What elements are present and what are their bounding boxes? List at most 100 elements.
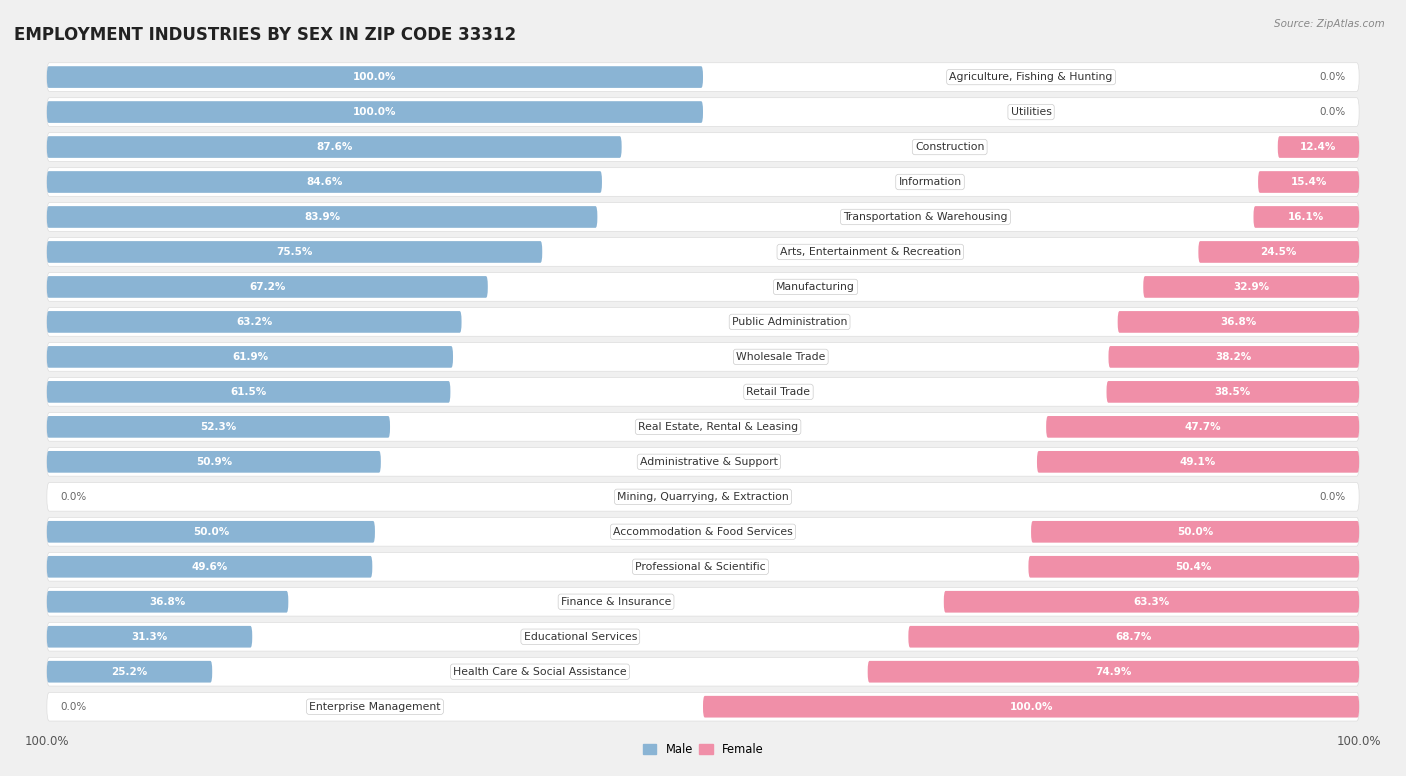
FancyBboxPatch shape (1198, 241, 1360, 263)
Text: 83.9%: 83.9% (304, 212, 340, 222)
FancyBboxPatch shape (1038, 451, 1360, 473)
FancyBboxPatch shape (1258, 171, 1360, 193)
FancyBboxPatch shape (46, 553, 1360, 581)
FancyBboxPatch shape (46, 133, 1360, 161)
FancyBboxPatch shape (46, 591, 288, 612)
Text: 38.5%: 38.5% (1215, 387, 1251, 397)
FancyBboxPatch shape (1118, 311, 1360, 333)
FancyBboxPatch shape (46, 206, 598, 228)
Text: 36.8%: 36.8% (1220, 317, 1257, 327)
FancyBboxPatch shape (1107, 381, 1360, 403)
Text: 68.7%: 68.7% (1115, 632, 1152, 642)
FancyBboxPatch shape (46, 378, 1360, 406)
Text: 15.4%: 15.4% (1291, 177, 1327, 187)
Text: 52.3%: 52.3% (200, 422, 236, 432)
FancyBboxPatch shape (46, 413, 1360, 442)
Text: 100.0%: 100.0% (1010, 702, 1053, 712)
FancyBboxPatch shape (908, 626, 1360, 648)
Text: 0.0%: 0.0% (1320, 72, 1346, 82)
Text: 49.1%: 49.1% (1180, 457, 1216, 467)
Text: Utilities: Utilities (1011, 107, 1052, 117)
Text: 74.9%: 74.9% (1095, 667, 1132, 677)
Text: 87.6%: 87.6% (316, 142, 353, 152)
FancyBboxPatch shape (46, 136, 621, 158)
Text: 0.0%: 0.0% (1320, 492, 1346, 502)
FancyBboxPatch shape (46, 518, 1360, 546)
FancyBboxPatch shape (46, 587, 1360, 616)
FancyBboxPatch shape (46, 657, 1360, 686)
FancyBboxPatch shape (46, 307, 1360, 336)
FancyBboxPatch shape (943, 591, 1360, 612)
Text: Wholesale Trade: Wholesale Trade (737, 352, 825, 362)
Text: 61.9%: 61.9% (232, 352, 269, 362)
FancyBboxPatch shape (46, 311, 461, 333)
FancyBboxPatch shape (46, 521, 375, 542)
Text: 32.9%: 32.9% (1233, 282, 1270, 292)
Text: Health Care & Social Assistance: Health Care & Social Assistance (453, 667, 627, 677)
FancyBboxPatch shape (46, 168, 1360, 196)
FancyBboxPatch shape (46, 241, 543, 263)
FancyBboxPatch shape (1278, 136, 1360, 158)
Text: Public Administration: Public Administration (733, 317, 848, 327)
Text: 75.5%: 75.5% (277, 247, 312, 257)
FancyBboxPatch shape (46, 381, 450, 403)
FancyBboxPatch shape (46, 171, 602, 193)
FancyBboxPatch shape (46, 692, 1360, 721)
FancyBboxPatch shape (1031, 521, 1360, 542)
Text: 24.5%: 24.5% (1261, 247, 1296, 257)
FancyBboxPatch shape (46, 556, 373, 577)
FancyBboxPatch shape (46, 448, 1360, 476)
FancyBboxPatch shape (1254, 206, 1360, 228)
Text: 16.1%: 16.1% (1288, 212, 1324, 222)
Text: 0.0%: 0.0% (1320, 107, 1346, 117)
Legend: Male, Female: Male, Female (638, 739, 768, 760)
FancyBboxPatch shape (46, 416, 389, 438)
Text: Accommodation & Food Services: Accommodation & Food Services (613, 527, 793, 537)
FancyBboxPatch shape (46, 63, 1360, 92)
Text: 84.6%: 84.6% (307, 177, 343, 187)
Text: 63.3%: 63.3% (1133, 597, 1170, 607)
Text: 100.0%: 100.0% (353, 72, 396, 82)
Text: Administrative & Support: Administrative & Support (640, 457, 778, 467)
Text: 100.0%: 100.0% (353, 107, 396, 117)
Text: 36.8%: 36.8% (149, 597, 186, 607)
Text: Professional & Scientific: Professional & Scientific (636, 562, 766, 572)
Text: Transportation & Warehousing: Transportation & Warehousing (844, 212, 1008, 222)
Text: 67.2%: 67.2% (249, 282, 285, 292)
FancyBboxPatch shape (46, 661, 212, 683)
FancyBboxPatch shape (1108, 346, 1360, 368)
Text: 0.0%: 0.0% (60, 492, 86, 502)
Text: 31.3%: 31.3% (131, 632, 167, 642)
Text: 63.2%: 63.2% (236, 317, 273, 327)
FancyBboxPatch shape (1143, 276, 1360, 298)
FancyBboxPatch shape (46, 622, 1360, 651)
FancyBboxPatch shape (46, 98, 1360, 126)
Text: 25.2%: 25.2% (111, 667, 148, 677)
FancyBboxPatch shape (703, 696, 1360, 718)
FancyBboxPatch shape (46, 346, 453, 368)
Text: Retail Trade: Retail Trade (747, 387, 810, 397)
Text: Real Estate, Rental & Leasing: Real Estate, Rental & Leasing (638, 422, 799, 432)
FancyBboxPatch shape (868, 661, 1360, 683)
FancyBboxPatch shape (46, 272, 1360, 301)
Text: 38.2%: 38.2% (1216, 352, 1251, 362)
Text: Information: Information (898, 177, 962, 187)
Text: 50.0%: 50.0% (1177, 527, 1213, 537)
Text: 50.0%: 50.0% (193, 527, 229, 537)
FancyBboxPatch shape (46, 203, 1360, 231)
Text: Source: ZipAtlas.com: Source: ZipAtlas.com (1274, 19, 1385, 29)
Text: EMPLOYMENT INDUSTRIES BY SEX IN ZIP CODE 33312: EMPLOYMENT INDUSTRIES BY SEX IN ZIP CODE… (14, 26, 516, 44)
Text: Enterprise Management: Enterprise Management (309, 702, 440, 712)
Text: 12.4%: 12.4% (1301, 142, 1337, 152)
Text: Construction: Construction (915, 142, 984, 152)
FancyBboxPatch shape (46, 626, 252, 648)
Text: Manufacturing: Manufacturing (776, 282, 855, 292)
Text: 49.6%: 49.6% (191, 562, 228, 572)
FancyBboxPatch shape (46, 276, 488, 298)
Text: Agriculture, Fishing & Hunting: Agriculture, Fishing & Hunting (949, 72, 1112, 82)
Text: 61.5%: 61.5% (231, 387, 267, 397)
FancyBboxPatch shape (46, 237, 1360, 266)
Text: 50.4%: 50.4% (1175, 562, 1212, 572)
FancyBboxPatch shape (46, 451, 381, 473)
Text: 47.7%: 47.7% (1184, 422, 1220, 432)
